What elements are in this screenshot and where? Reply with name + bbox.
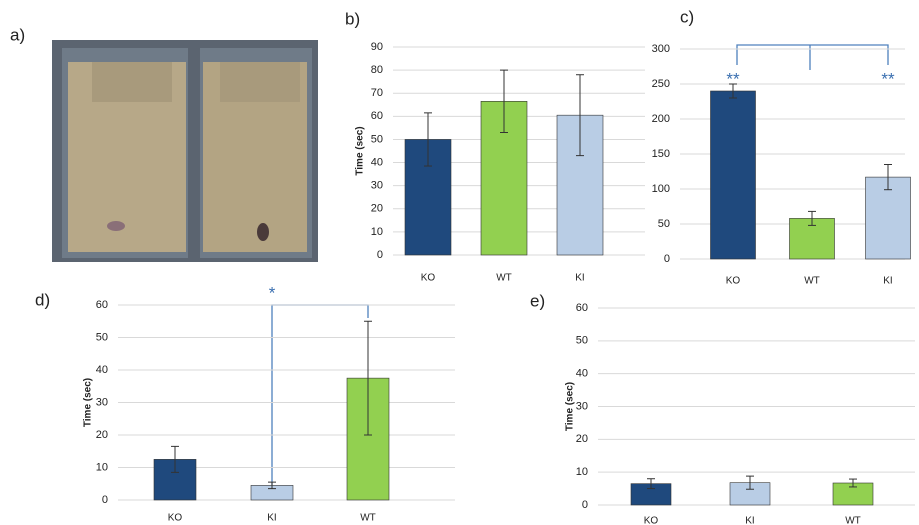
- x-tick-label: KI: [745, 516, 754, 525]
- panel-label: e): [530, 291, 545, 310]
- y-tick-label: 250: [652, 78, 670, 90]
- y-tick-label: 20: [96, 429, 108, 441]
- y-tick-label: 0: [377, 249, 383, 261]
- panel-label: b): [345, 9, 360, 28]
- y-tick-label: 20: [576, 433, 588, 445]
- panel-label: a): [10, 25, 25, 44]
- y-tick-label: 0: [582, 499, 588, 511]
- annotation: **: [881, 69, 895, 88]
- y-tick-label: 50: [658, 218, 670, 230]
- y-tick-label: 50: [576, 335, 588, 347]
- annotation: **: [726, 69, 740, 88]
- y-axis-title: Time (sec): [83, 378, 94, 427]
- y-tick-label: 30: [576, 400, 588, 412]
- y-tick-label: 80: [371, 64, 383, 76]
- x-tick-label: KI: [575, 273, 584, 284]
- y-tick-label: 20: [371, 203, 383, 215]
- y-tick-label: 30: [96, 396, 108, 408]
- x-tick-label: WT: [496, 273, 512, 284]
- y-tick-label: 60: [576, 302, 588, 314]
- panel-label: d): [35, 290, 50, 309]
- y-tick-label: 300: [652, 43, 670, 55]
- y-tick-label: 40: [576, 368, 588, 380]
- x-tick-label: WT: [804, 276, 820, 287]
- panel-label: c): [680, 7, 694, 26]
- y-axis-title: Time (sec): [565, 382, 576, 431]
- photo: [52, 40, 318, 262]
- figure: a) b) Time (sec) 0 10 20 30 40 50 60 70 80 90 KO WT KI…: [0, 0, 919, 525]
- bar: [711, 91, 756, 259]
- x-tick-label: WT: [360, 513, 376, 524]
- y-tick-label: 50: [371, 133, 383, 145]
- y-tick-label: 90: [371, 41, 383, 53]
- y-tick-label: 70: [371, 87, 383, 99]
- y-tick-label: 100: [652, 183, 670, 195]
- y-tick-label: 200: [652, 113, 670, 125]
- y-tick-label: 40: [371, 156, 383, 168]
- y-tick-label: 30: [371, 180, 383, 192]
- y-tick-label: 10: [371, 226, 383, 238]
- y-tick-label: 60: [371, 110, 383, 122]
- y-tick-label: 10: [576, 466, 588, 478]
- y-tick-label: 0: [664, 253, 670, 265]
- annotation: *: [269, 283, 276, 302]
- x-tick-label: KI: [267, 513, 276, 524]
- significance-bracket: [737, 45, 888, 65]
- x-tick-label: KO: [421, 273, 436, 284]
- x-tick-label: KO: [644, 516, 659, 525]
- y-tick-label: 10: [96, 461, 108, 473]
- y-tick-label: 60: [96, 299, 108, 311]
- x-tick-label: KI: [883, 276, 892, 287]
- x-tick-label: KO: [726, 276, 741, 287]
- x-tick-label: WT: [845, 516, 861, 525]
- y-tick-label: 0: [102, 494, 108, 506]
- x-tick-label: KO: [168, 513, 183, 524]
- y-tick-label: 50: [96, 331, 108, 343]
- y-tick-label: 150: [652, 148, 670, 160]
- y-axis-title: Time (sec): [355, 126, 366, 175]
- y-tick-label: 40: [96, 364, 108, 376]
